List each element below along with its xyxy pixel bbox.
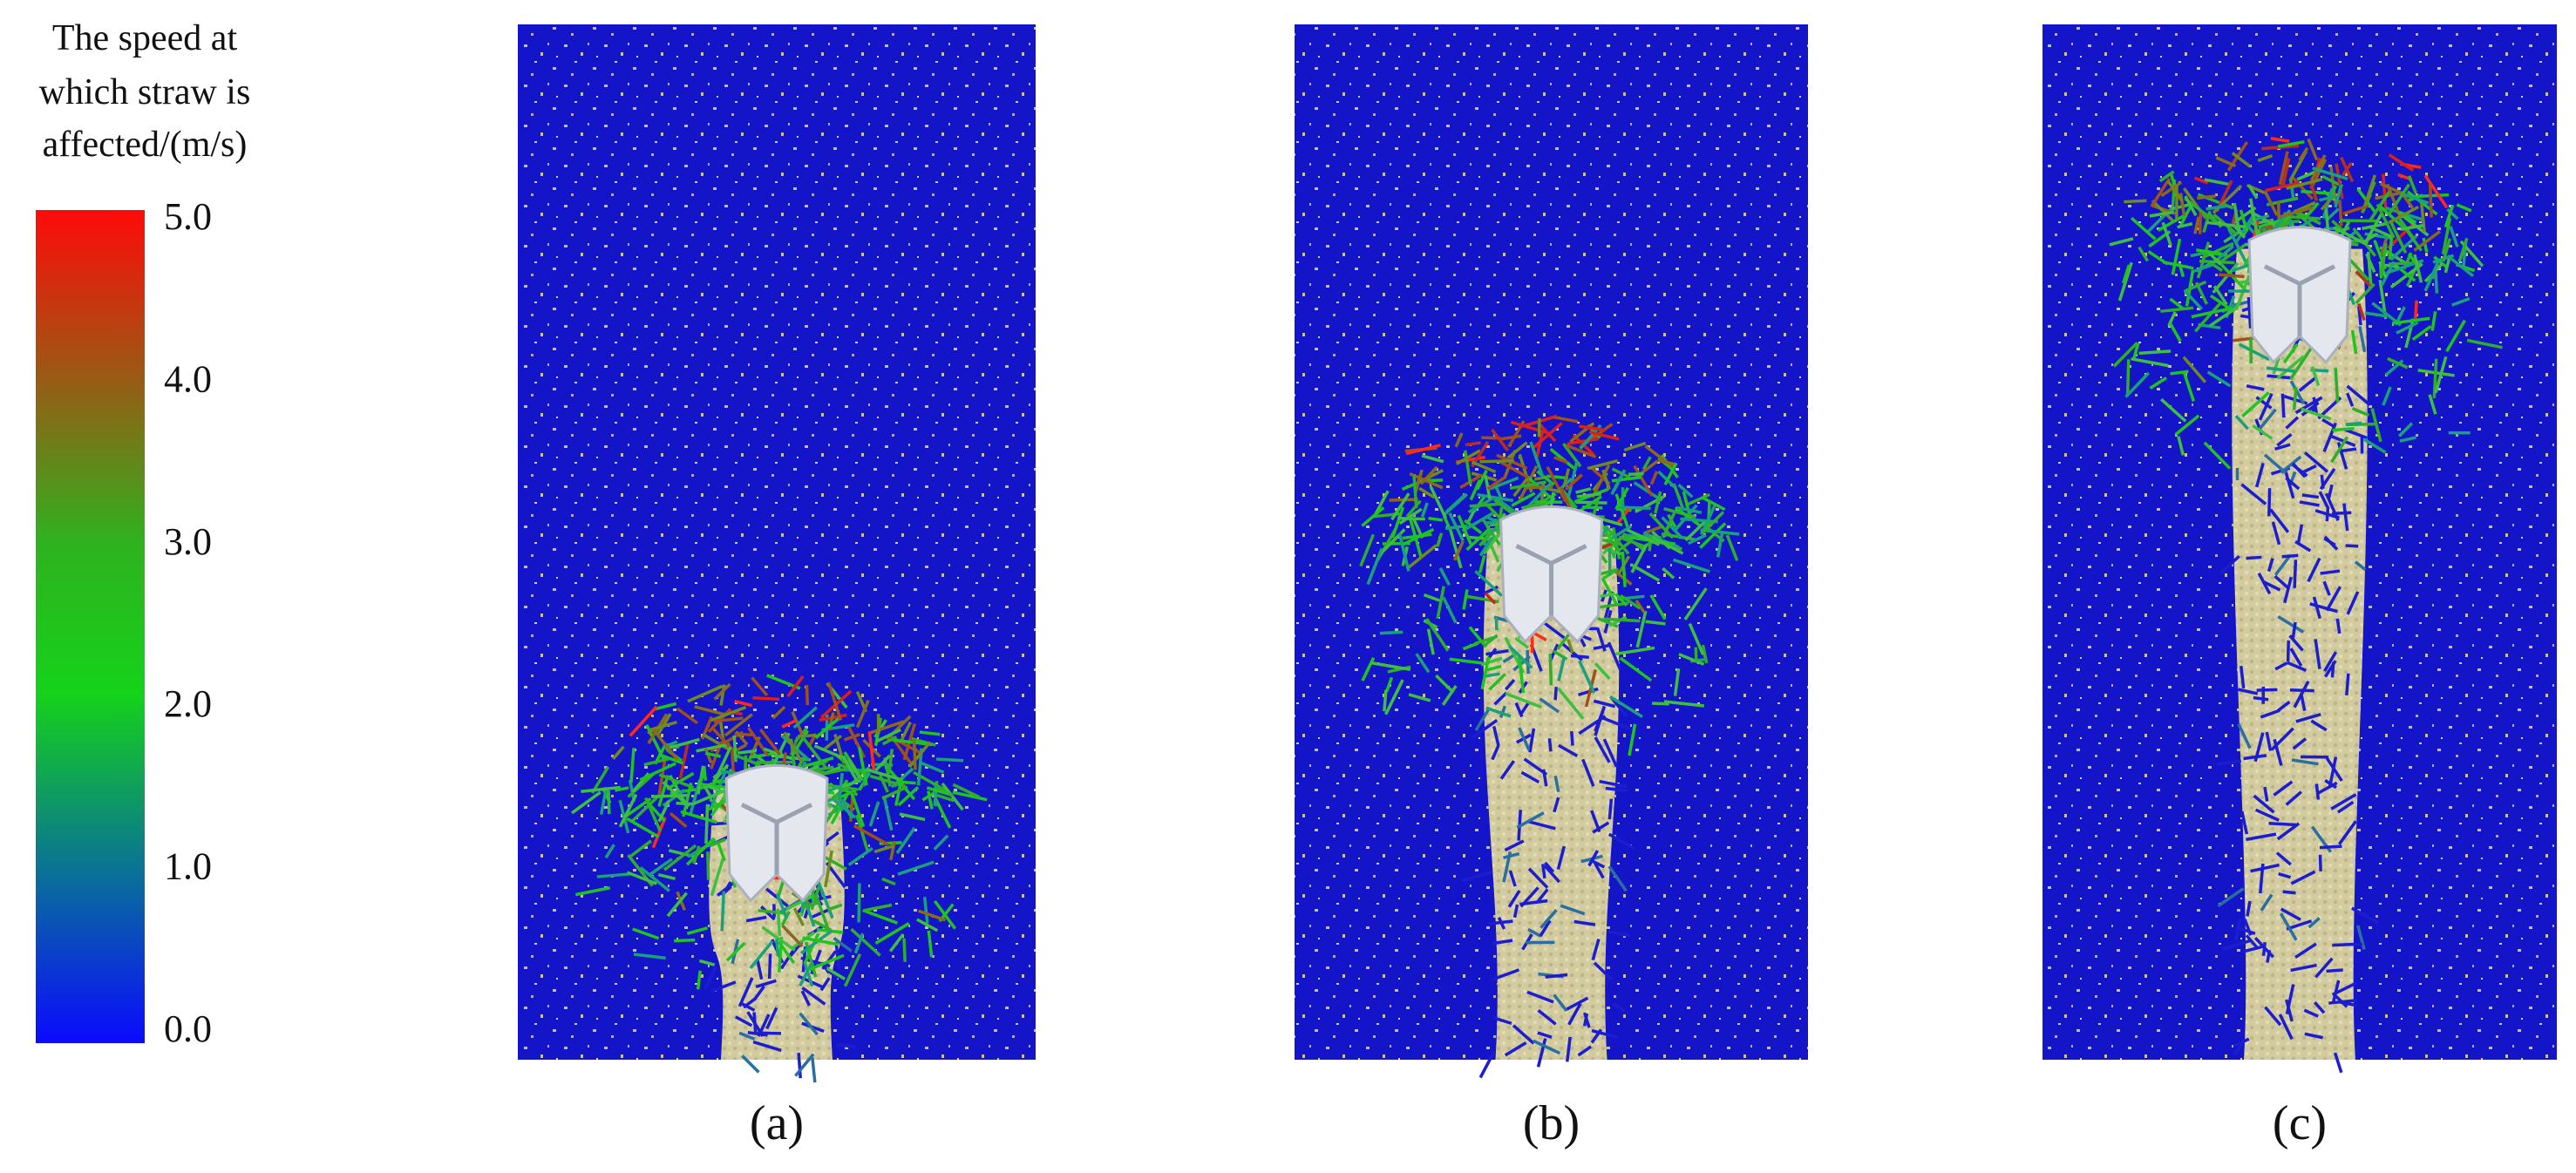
moving-straw: [708, 851, 709, 880]
straw: [2268, 824, 2296, 825]
moving-straw: [1384, 690, 1386, 712]
straw: [799, 1053, 800, 1078]
colorbar-tick-label: 2.0: [164, 682, 212, 725]
moving-straw: [1603, 619, 1640, 620]
straw: [1555, 687, 1556, 700]
straw: [2347, 674, 2348, 695]
straw: [1572, 731, 1573, 745]
straw: [2340, 449, 2356, 451]
straw: [2264, 942, 2266, 956]
straw: [2269, 488, 2270, 516]
moving-straw: [2197, 196, 2215, 198]
straw: [770, 953, 771, 979]
straw: [2290, 690, 2314, 691]
moving-straw: [2294, 387, 2296, 410]
colorbar-tick-label: 4.0: [164, 357, 212, 400]
straw: [2283, 892, 2296, 893]
straw: [2282, 555, 2299, 556]
moving-straw: [722, 892, 724, 932]
panel-label: (a): [750, 1096, 804, 1150]
moving-straw: [2219, 275, 2244, 276]
panel-label: (c): [2273, 1096, 2327, 1150]
moving-straw: [2333, 429, 2355, 431]
colorbar-title: affected/(m/s): [43, 125, 248, 165]
cleared-strip: [2232, 249, 2367, 1060]
moving-straw: [936, 759, 963, 761]
moving-straw: [1496, 616, 1497, 630]
straw: [2288, 641, 2289, 661]
colorbar-tick-label: 0.0: [164, 1007, 212, 1050]
moving-straw: [1465, 443, 1480, 444]
moving-straw: [777, 939, 778, 957]
moving-straw: [2200, 211, 2201, 234]
straw: [2332, 512, 2351, 513]
moving-straw: [651, 796, 687, 797]
colorbar-gradient: [36, 210, 145, 1043]
moving-straw: [2389, 238, 2391, 260]
moving-straw: [2430, 184, 2432, 217]
moving-straw: [1621, 507, 1651, 508]
simulation-panel: [1295, 24, 1808, 1078]
straw: [2332, 944, 2362, 946]
simulation-panel: [518, 24, 1036, 1082]
straw: [2253, 698, 2268, 700]
moving-straw: [1550, 654, 1551, 686]
moving-straw: [2436, 271, 2437, 294]
colorbar: The speed at which straw is affected/(m/…: [36, 18, 250, 1050]
straw: [2282, 394, 2283, 417]
moving-straw: [1652, 703, 1669, 704]
colorbar-title: The speed at: [52, 18, 238, 58]
moving-straw: [1380, 632, 1403, 633]
colorbar-tick-label: 3.0: [164, 520, 212, 563]
straw: [699, 824, 727, 825]
moving-straw: [778, 909, 779, 936]
moving-straw: [2340, 200, 2342, 226]
straw: [1549, 738, 1550, 751]
moving-straw: [914, 739, 915, 770]
straw: [2327, 508, 2328, 522]
moving-straw: [706, 804, 708, 844]
moving-straw: [734, 736, 736, 762]
moving-straw: [676, 803, 694, 804]
moving-straw: [608, 790, 609, 814]
moving-straw: [1582, 507, 1602, 508]
panel-label: (b): [1523, 1096, 1580, 1150]
straw: [837, 1045, 857, 1047]
straw: [1609, 799, 1611, 819]
moving-straw: [1428, 519, 1442, 520]
moving-straw: [859, 883, 860, 922]
straw: [812, 1058, 815, 1083]
moving-straw: [752, 698, 779, 700]
moving-straw: [1649, 535, 1651, 552]
straw: [2246, 557, 2262, 558]
moving-straw: [2346, 423, 2362, 424]
colorbar-title: which straw is: [39, 72, 251, 112]
straw: [2294, 559, 2295, 588]
moving-straw: [806, 685, 807, 705]
moving-straw: [2128, 359, 2129, 394]
moving-straw: [1628, 474, 1644, 475]
straw: [1543, 864, 1545, 878]
moving-straw: [2124, 200, 2146, 201]
straw: [2257, 689, 2278, 690]
moving-straw: [2335, 368, 2337, 402]
straw: [2327, 970, 2343, 971]
simulation-panel: [2042, 24, 2557, 1073]
moving-straw: [904, 939, 905, 962]
moving-straw: [674, 940, 695, 941]
straw: [2337, 619, 2339, 634]
straw: [2320, 846, 2342, 848]
colorbar-tick-label: 5.0: [164, 195, 212, 238]
moving-straw: [2340, 220, 2380, 221]
moving-straw: [1479, 461, 1513, 462]
colorbar-tick-label: 1.0: [164, 845, 212, 888]
